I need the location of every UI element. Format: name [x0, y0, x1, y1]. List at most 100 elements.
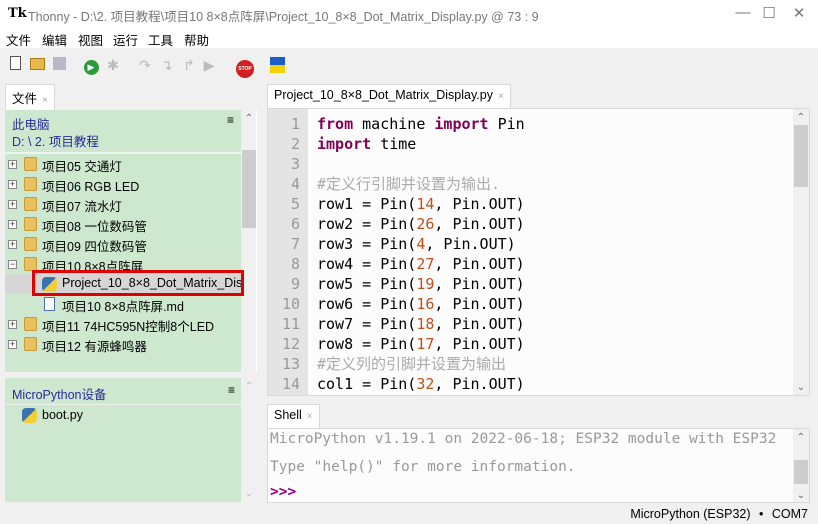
device-scrollbar[interactable]: ⌃ ⌄	[241, 378, 257, 502]
scroll-up-icon[interactable]: ⌃	[796, 112, 806, 123]
close-button[interactable]: ✕	[792, 5, 806, 22]
tree-folder-item[interactable]: + 项目11 74HC595N控制8个LED	[5, 314, 241, 334]
folder-icon	[24, 237, 37, 251]
line-number: 6	[290, 215, 300, 233]
menu-edit[interactable]: 编辑	[42, 34, 68, 48]
scroll-up-icon[interactable]: ⌃	[796, 432, 806, 443]
tab-editor-file[interactable]: Project_10_8×8_Dot_Matrix_Display.py ×	[267, 84, 511, 109]
code-token: machine	[353, 115, 435, 133]
folder-icon	[24, 157, 37, 171]
close-icon[interactable]: ×	[42, 95, 48, 106]
run-icon[interactable]: ▶	[82, 56, 100, 75]
code-token: #定义行引脚并设置为输出.	[317, 175, 501, 193]
scroll-up-icon[interactable]: ⌃	[244, 381, 254, 392]
expander-icon[interactable]: +	[8, 199, 17, 209]
close-icon[interactable]: ×	[306, 411, 313, 422]
step-over-icon[interactable]: ↷	[139, 57, 151, 73]
file-label: boot.py	[42, 408, 84, 422]
list-item[interactable]: boot.py	[5, 406, 241, 426]
code-token: row3 = Pin(	[317, 235, 417, 253]
line-number: 1	[290, 115, 300, 133]
divider	[5, 404, 241, 405]
expander-icon[interactable]: +	[8, 339, 17, 349]
code-token: 4	[416, 235, 426, 253]
shell-scrollbar[interactable]: ⌃ ⌄	[793, 429, 809, 502]
code-text: row6 = Pin(16, Pin.OUT)	[317, 294, 525, 314]
menu-help[interactable]: 帮助	[184, 34, 210, 48]
expander-icon[interactable]: +	[8, 239, 17, 249]
expander-icon[interactable]: −	[8, 259, 17, 269]
files-location-path[interactable]: D: \ 2. 项目教程	[12, 135, 99, 149]
code-token: time	[371, 135, 417, 153]
port-status[interactable]: COM7	[771, 507, 808, 521]
step-out-icon[interactable]: ↱	[183, 57, 195, 73]
code-token: 16	[416, 295, 435, 313]
files-panel: 此电脑 D: \ 2. 项目教程 ≡ + 项目05 交通灯 + 项目06 RGB LE…	[5, 110, 257, 372]
tab-files[interactable]: 文件 ×	[5, 84, 55, 110]
menu-view[interactable]: 视图	[78, 34, 104, 48]
tree-item-label: 项目08 一位数码管	[42, 220, 147, 234]
scroll-down-icon[interactable]: ⌄	[796, 382, 806, 393]
tree-folder-item[interactable]: + 项目09 四位数码管	[5, 234, 241, 254]
code-token: Pin	[488, 115, 525, 133]
scrollbar-thumb[interactable]	[794, 125, 808, 187]
maximize-button[interactable]: ☐	[762, 5, 776, 22]
tree-file-item[interactable]: Project_10_8×8_Dot_Matrix_Display.py	[5, 274, 241, 294]
menu-run[interactable]: 运行	[113, 34, 139, 48]
device-header: MicroPython设备	[12, 388, 107, 402]
expander-icon[interactable]: +	[8, 159, 17, 169]
scroll-up-icon[interactable]: ⌃	[244, 113, 254, 124]
stop-icon[interactable]: STOP	[236, 56, 254, 78]
scrollbar-thumb[interactable]	[242, 150, 256, 228]
folder-icon	[24, 317, 37, 331]
tree-folder-item[interactable]: + 项目06 RGB LED	[5, 174, 241, 194]
resume-icon[interactable]: ▶	[203, 57, 215, 73]
close-icon[interactable]: ×	[497, 91, 504, 102]
line-number: 5	[290, 195, 300, 213]
code-text: row4 = Pin(27, Pin.OUT)	[317, 254, 525, 274]
code-token: 17	[416, 335, 435, 353]
tree-folder-item[interactable]: + 项目07 流水灯	[5, 194, 241, 214]
folder-icon	[24, 197, 37, 211]
tree-folder-item[interactable]: + 项目05 交通灯	[5, 154, 241, 174]
interpreter-status[interactable]: MicroPython (ESP32)	[630, 507, 751, 521]
step-into-icon[interactable]: ↴	[161, 57, 173, 73]
minimize-button[interactable]: —	[735, 4, 751, 21]
expander-icon[interactable]: +	[8, 179, 17, 189]
line-number: 11	[281, 315, 300, 333]
folder-icon	[24, 257, 37, 271]
files-scrollbar[interactable]: ⌃	[241, 110, 256, 372]
menu-bar: 文件 编辑 视图 运行 工具 帮助	[0, 28, 818, 48]
code-editor[interactable]: 1 from machine import Pin 2 import time 3 4 #定…	[267, 108, 810, 396]
menu-file[interactable]: 文件	[6, 34, 32, 48]
new-file-icon[interactable]	[6, 56, 24, 74]
code-token: 18	[416, 315, 435, 333]
debug-icon[interactable]: ✱	[107, 57, 119, 73]
tree-folder-item[interactable]: + 项目08 一位数码管	[5, 214, 241, 234]
editor-scrollbar[interactable]: ⌃ ⌄	[793, 109, 809, 395]
tree-item-label: 项目07 流水灯	[42, 200, 122, 214]
scroll-down-icon[interactable]: ⌄	[244, 488, 254, 499]
markdown-file-icon	[44, 297, 55, 311]
ukraine-flag-icon[interactable]	[270, 56, 288, 74]
status-separator: •	[759, 507, 764, 521]
files-menu-icon[interactable]: ≡	[226, 113, 234, 127]
device-menu-icon[interactable]: ≡	[227, 383, 235, 397]
open-file-icon[interactable]	[28, 56, 46, 74]
tab-shell[interactable]: Shell ×	[267, 404, 320, 428]
files-location-computer[interactable]: 此电脑	[12, 118, 50, 132]
tree-folder-item[interactable]: + 项目12 有源蜂鸣器	[5, 334, 241, 354]
menu-tools[interactable]: 工具	[148, 34, 174, 48]
code-token: , Pin.OUT)	[425, 235, 516, 253]
scrollbar-thumb[interactable]	[794, 460, 808, 484]
thonny-logo-icon: Tk	[8, 6, 27, 21]
shell-console[interactable]: MicroPython v1.19.1 on 2022-06-18; ESP32…	[267, 428, 810, 503]
tree-item-label: 项目06 RGB LED	[42, 180, 140, 194]
expander-icon[interactable]: +	[8, 319, 17, 329]
code-text: row7 = Pin(18, Pin.OUT)	[317, 314, 525, 334]
device-panel: MicroPython设备 ≡ boot.py ⌃ ⌄	[5, 378, 257, 502]
save-icon[interactable]	[50, 56, 68, 74]
expander-icon[interactable]: +	[8, 219, 17, 229]
scroll-down-icon[interactable]: ⌄	[796, 490, 806, 501]
tree-file-item[interactable]: 项目10 8×8点阵屏.md	[5, 294, 241, 314]
